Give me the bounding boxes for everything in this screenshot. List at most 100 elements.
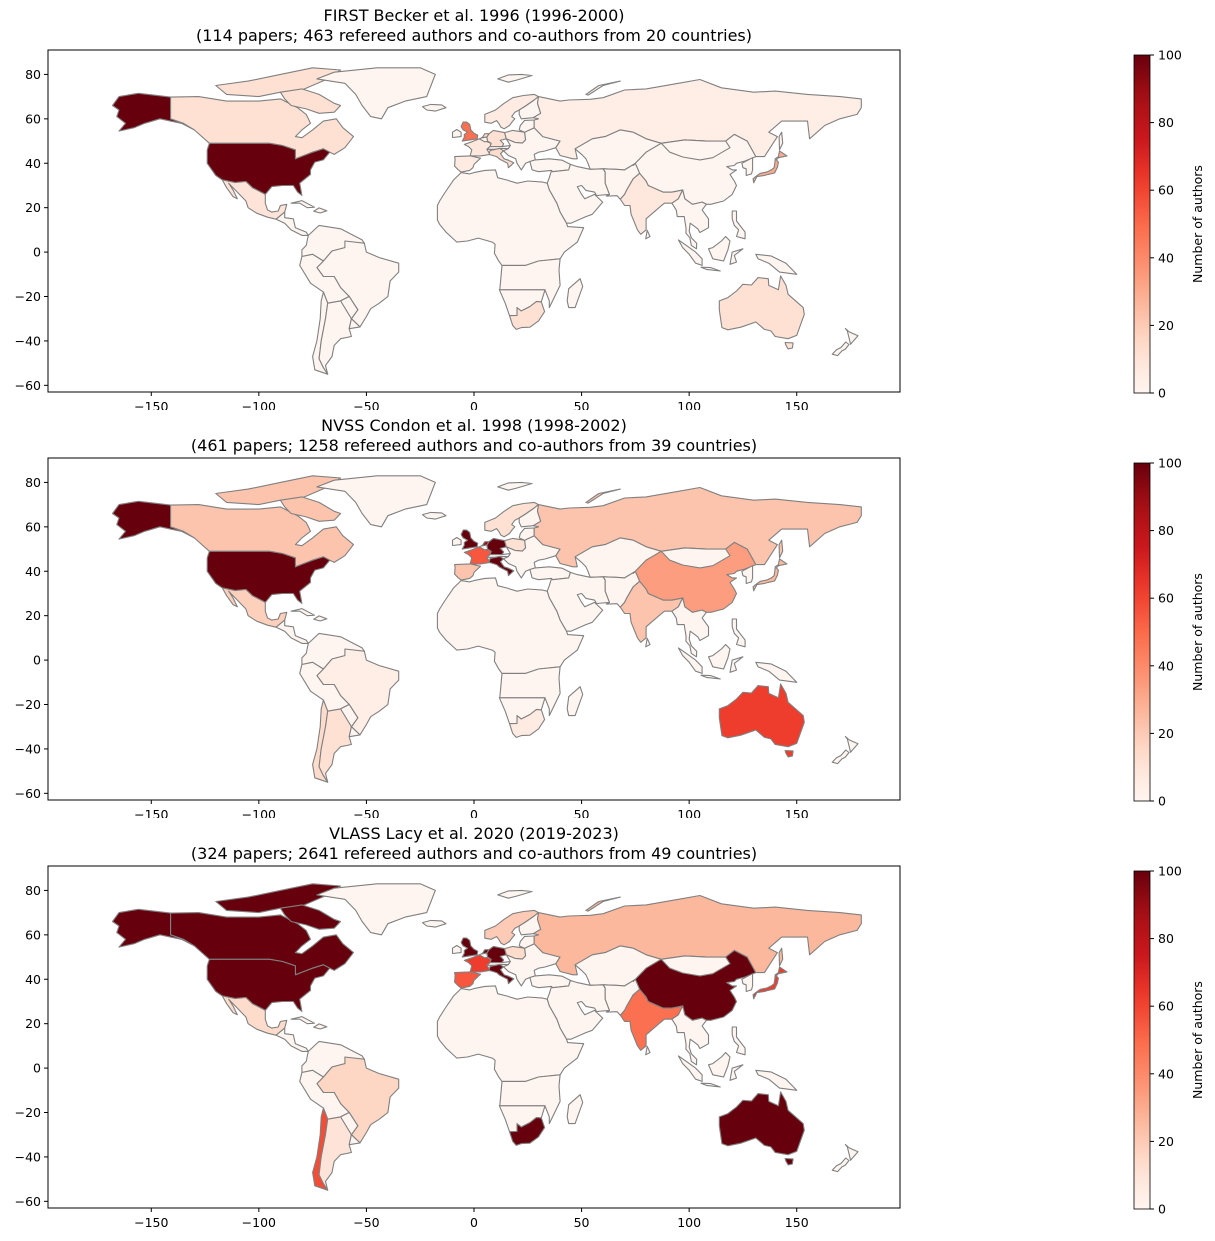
y-tick-label: 80 bbox=[25, 883, 41, 898]
country-china bbox=[632, 949, 757, 1021]
country-mongolia bbox=[660, 547, 731, 569]
country-canada-isl bbox=[215, 67, 342, 98]
y-tick-label: 80 bbox=[25, 475, 41, 490]
country-alaska bbox=[111, 908, 195, 948]
country-philippines bbox=[731, 1026, 746, 1056]
country-france bbox=[463, 954, 492, 973]
country-new-guinea bbox=[755, 253, 798, 275]
y-tick-label: 60 bbox=[25, 927, 41, 942]
country-australia bbox=[718, 683, 805, 748]
colorbar bbox=[1133, 54, 1151, 394]
map-title-line2: (461 papers; 1258 refereed authors and c… bbox=[190, 436, 758, 455]
country-iceland bbox=[421, 511, 447, 520]
map-title: FIRST Becker et al. 1996 (1996-2000) (11… bbox=[48, 6, 900, 46]
x-tick-label: 150 bbox=[785, 807, 809, 818]
y-tick-label: 60 bbox=[25, 111, 41, 126]
colorbar-tick-label: 100 bbox=[1158, 48, 1182, 63]
country-ireland bbox=[451, 128, 462, 139]
country-france bbox=[463, 546, 492, 565]
country-philippines bbox=[731, 618, 746, 648]
country-sri-lanka bbox=[645, 1045, 651, 1056]
country-central-am bbox=[275, 619, 309, 644]
country-se-asia bbox=[671, 597, 710, 658]
country-japan bbox=[752, 558, 788, 592]
country-new-zealand-s bbox=[831, 341, 850, 357]
y-tick-label: −60 bbox=[15, 1194, 41, 1209]
country-namibia-etc bbox=[498, 289, 546, 317]
y-tick-label: −20 bbox=[15, 1105, 41, 1120]
colorbar-tick-label: 80 bbox=[1158, 523, 1174, 538]
country-switz-aus bbox=[486, 144, 511, 150]
country-germany bbox=[486, 945, 507, 964]
country-canada-isl bbox=[215, 883, 342, 914]
country-baffin bbox=[279, 904, 342, 930]
country-north-africa bbox=[436, 169, 585, 266]
country-novaya bbox=[585, 896, 621, 912]
map-panel-first: FIRST Becker et al. 1996 (1996-2000) (11… bbox=[0, 0, 1215, 410]
country-scandinavia bbox=[484, 501, 540, 538]
country-italy bbox=[488, 147, 515, 169]
country-cuba bbox=[290, 1016, 315, 1025]
world-map: −150 −100 −50 0 50 100 150 80 60 40 20 0 −20 −40 −60 0 2… bbox=[15, 864, 1205, 1231]
y-tick-label: −20 bbox=[15, 697, 41, 712]
country-madagascar bbox=[566, 1094, 584, 1125]
country-mongolia bbox=[660, 139, 731, 161]
country-indonesia bbox=[677, 1055, 703, 1082]
map-title: VLASS Lacy et al. 2020 (2019-2023) (324 … bbox=[48, 824, 900, 864]
world-map: −150 −100 −50 0 50 100 150 80 60 40 20 0 −20 −40 −60 0 2… bbox=[15, 48, 1205, 411]
country-greenland bbox=[316, 883, 436, 936]
country-greenland bbox=[316, 475, 436, 528]
country-svalbard bbox=[497, 73, 533, 83]
colorbar-tick-label: 80 bbox=[1158, 115, 1174, 130]
country-turkey bbox=[529, 974, 571, 989]
country-canada-isl bbox=[215, 475, 342, 506]
country-sakhalin bbox=[778, 131, 784, 151]
x-tick-label: 50 bbox=[574, 399, 590, 410]
country-cuba bbox=[290, 608, 315, 617]
country-scandinavia bbox=[484, 909, 540, 946]
country-germany bbox=[486, 129, 507, 148]
country-hispaniola bbox=[313, 615, 328, 622]
country-indonesia bbox=[677, 239, 703, 266]
map-title-line2: (324 papers; 2641 refereed authors and c… bbox=[190, 844, 758, 863]
x-tick-label: 100 bbox=[677, 399, 701, 410]
map-title-line2: (114 papers; 463 refereed authors and co… bbox=[195, 26, 753, 45]
x-tick-label: 100 bbox=[677, 807, 701, 818]
colorbar-tick-label: 100 bbox=[1158, 456, 1182, 471]
y-tick-label: 0 bbox=[33, 245, 41, 260]
country-cuba bbox=[290, 200, 315, 209]
country-italy bbox=[488, 963, 515, 985]
country-novaya bbox=[585, 80, 621, 96]
country-borneo bbox=[707, 643, 731, 670]
country-hispaniola bbox=[313, 207, 328, 214]
country-uruguay-para bbox=[340, 1111, 361, 1146]
colorbar-tick-label: 20 bbox=[1158, 318, 1174, 333]
country-peru-bol bbox=[299, 1069, 350, 1120]
map-title-line1: VLASS Lacy et al. 2020 (2019-2023) bbox=[329, 824, 619, 843]
country-borneo bbox=[707, 235, 731, 262]
map-title: NVSS Condon et al. 1998 (1998-2002) (461… bbox=[48, 416, 900, 456]
country-tasmania bbox=[784, 749, 794, 758]
country-sakhalin bbox=[778, 947, 784, 967]
country-north-africa bbox=[436, 577, 585, 674]
country-sulawesi bbox=[729, 656, 744, 673]
country-java bbox=[700, 1082, 721, 1088]
country-mongolia bbox=[660, 955, 731, 977]
country-east-eur bbox=[502, 535, 561, 579]
country-central-am bbox=[275, 211, 309, 236]
y-tick-label: 60 bbox=[25, 519, 41, 534]
country-peru-bol bbox=[299, 661, 350, 712]
countries-layer bbox=[111, 475, 862, 783]
y-tick-label: 40 bbox=[25, 156, 41, 171]
country-new-zealand-n bbox=[844, 327, 859, 345]
country-new-guinea bbox=[755, 1069, 798, 1091]
country-namibia-etc bbox=[498, 697, 546, 725]
country-greenland bbox=[316, 67, 436, 120]
country-borneo bbox=[707, 1051, 731, 1078]
country-ireland bbox=[451, 536, 462, 547]
colorbar-tick-label: 60 bbox=[1158, 999, 1174, 1014]
map-title-line1: FIRST Becker et al. 1996 (1996-2000) bbox=[323, 6, 625, 25]
y-tick-label: −60 bbox=[15, 378, 41, 393]
y-tick-label: 40 bbox=[25, 564, 41, 579]
x-tick-label: −50 bbox=[353, 807, 379, 818]
